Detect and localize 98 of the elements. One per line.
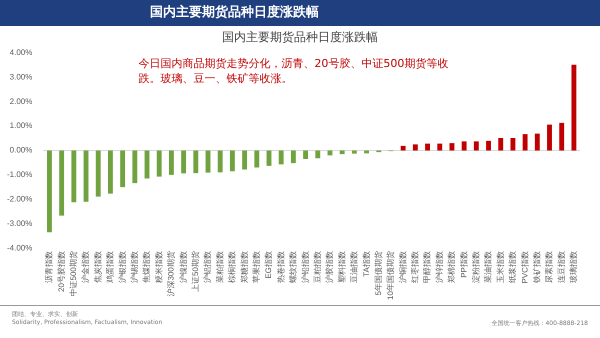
x-tick-label: 甲醇指数 (422, 251, 432, 284)
bar (59, 150, 64, 216)
x-tick-label: 玻璃指数 (569, 251, 578, 284)
x-tick-label: 塑料指数 (337, 251, 346, 284)
y-tick-label: 3.00% (10, 72, 32, 82)
x-tick-label: 棕榈指数 (228, 251, 237, 284)
x-tick-label: 鸡蛋指数 (106, 251, 115, 284)
bar (84, 150, 88, 202)
x-tick-label: EG指数 (264, 251, 274, 279)
x-tick-label: 10年国债期货 (386, 251, 396, 300)
bar (181, 150, 186, 174)
bar (449, 143, 454, 150)
bar (120, 150, 126, 188)
x-tick-label: 豆粕指数 (312, 251, 322, 284)
bar (559, 122, 564, 150)
x-tick-label: 沪胶指数 (325, 251, 334, 284)
bar (400, 146, 406, 150)
x-tick-label: 菜油指数 (484, 251, 493, 284)
x-tick-label: 苹果指数 (252, 251, 261, 284)
x-tick-label: 纸浆指数 (508, 251, 518, 284)
x-tick-label: 沪锌指数 (434, 251, 444, 284)
y-tick-label: 0.00% (10, 146, 32, 155)
bar (303, 150, 308, 159)
bar (340, 150, 345, 154)
bar (71, 150, 76, 202)
bar (462, 141, 467, 150)
bar (156, 150, 162, 177)
bar (242, 150, 248, 170)
x-tick-label: 沪镍指数 (178, 251, 188, 284)
bar (218, 150, 223, 172)
x-tick-label: PP指数 (459, 251, 468, 278)
chart-subtitle: 国内主要期货品种日度涨跌幅 (221, 29, 379, 45)
bar (96, 150, 101, 197)
bar (352, 150, 357, 154)
x-tick-label: 豆油指数 (350, 251, 359, 284)
y-tick-label: 4.00% (10, 48, 32, 58)
bar (144, 150, 150, 179)
y-tick-label: -2.00% (6, 194, 32, 204)
bar (315, 150, 320, 158)
bar (498, 138, 504, 150)
y-tick-label: -1.00% (6, 170, 32, 180)
bar (47, 150, 52, 232)
x-tick-label: 焦炭指数 (93, 251, 102, 284)
bar (364, 150, 369, 154)
x-tick-label: 连豆指数 (556, 251, 566, 284)
x-tick-label: 螺纹指数 (288, 251, 298, 284)
x-tick-label: 沪锡指数 (130, 251, 140, 284)
x-tick-label: 焦煤指数 (142, 251, 152, 284)
x-tick-label: 铁矿指数 (532, 251, 542, 284)
bar (437, 144, 442, 150)
x-tick-label: 沪金指数 (81, 251, 90, 284)
x-tick-label: 尿素指数 (544, 251, 554, 284)
bar (474, 141, 479, 150)
bar (328, 150, 332, 156)
chart-title: 国内主要期货品种日度涨跌幅 (0, 0, 600, 26)
bar (522, 134, 528, 150)
bar (132, 150, 138, 184)
x-tick-label: 热卷指数 (276, 251, 286, 284)
bar (266, 150, 272, 166)
x-tick-label: PVC指数 (520, 251, 530, 284)
x-tick-label: 沪铜指数 (398, 251, 408, 284)
x-tick-label: 沪深300期货 (166, 251, 176, 296)
bar (534, 134, 540, 150)
bar (510, 138, 516, 150)
y-tick-label: 2.00% (10, 96, 32, 106)
x-tick-label: 中证500期货 (69, 251, 78, 296)
x-tick-label: 淀粉指数 (472, 251, 481, 284)
bar (571, 64, 576, 150)
bar (486, 140, 491, 150)
x-tick-label: 粳米指数 (154, 251, 164, 284)
x-tick-label: 20号胶指数 (56, 251, 66, 292)
x-tick-label: 5年国债期货 (374, 251, 383, 296)
x-tick-label: 沪铅指数 (300, 251, 310, 284)
bar (108, 150, 113, 194)
bar (254, 150, 260, 168)
bar (425, 144, 430, 150)
x-tick-label: 郑棉指数 (447, 251, 456, 284)
x-tick-label: 菜粕指数 (215, 251, 224, 284)
x-tick-label: 沪银指数 (118, 251, 127, 284)
y-tick-label: -4.00% (6, 243, 32, 252)
bar (278, 150, 284, 164)
y-tick-label: -3.00% (6, 218, 32, 228)
bar (412, 144, 418, 150)
bar (206, 150, 210, 173)
x-tick-label: 沪铝指数 (203, 251, 212, 284)
y-tick-label: 1.00% (10, 121, 32, 130)
x-tick-label: 沥青指数 (44, 251, 54, 284)
bar (547, 124, 552, 150)
bar (230, 150, 235, 172)
x-tick-label: 玉米指数 (496, 251, 505, 284)
x-tick-label: TA指数 (362, 251, 371, 277)
bar (193, 150, 198, 174)
x-tick-label: 上证50期货 (191, 251, 200, 292)
x-tick-label: 红枣指数 (410, 251, 420, 284)
bar (168, 150, 174, 175)
x-tick-label: 郑糖指数 (240, 251, 249, 284)
annotation: 今日国内商品期货走势分化，沥青、20号胶、中证500期货等收跌。玻璃、豆一、铁矿等收涨。 (138, 56, 448, 85)
bar (290, 150, 296, 164)
